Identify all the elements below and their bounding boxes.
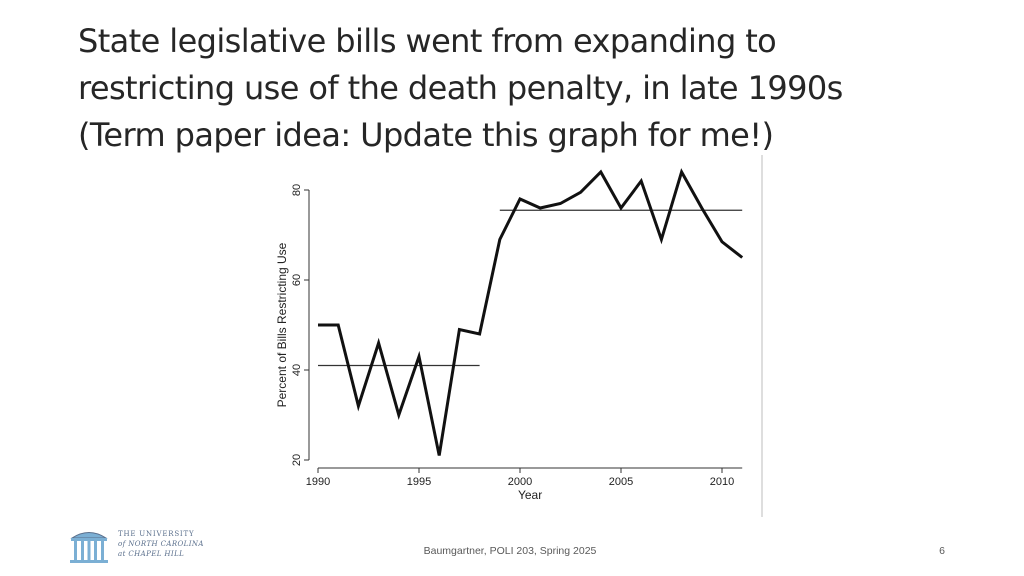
title-line-1: State legislative bills went from expand… xyxy=(78,22,777,60)
y-tick-label: 40 xyxy=(291,364,303,376)
logo-line-1: THE UNIVERSITY xyxy=(118,530,195,538)
y-tick-label: 20 xyxy=(291,454,303,466)
x-tick-label: 2010 xyxy=(710,476,734,488)
x-axis-title: Year xyxy=(518,488,542,502)
slide-title: State legislative bills went from expand… xyxy=(78,18,978,159)
logo-line-2: of NORTH CAROLINA xyxy=(118,540,204,548)
series-line xyxy=(318,168,744,456)
y-tick-label: 80 xyxy=(291,184,303,196)
y-tick-label: 60 xyxy=(291,274,303,286)
x-tick-label: 2000 xyxy=(508,476,532,488)
x-tick-label: 1995 xyxy=(407,476,431,488)
logo-line-3: at CHAPEL HILL xyxy=(118,550,185,558)
x-tick-label: 2005 xyxy=(609,476,633,488)
x-tick-label: 1990 xyxy=(306,476,330,488)
footer-citation: Baumgartner, POLI 203, Spring 2025 xyxy=(423,545,597,557)
title-line-3: (Term paper idea: Update this graph for … xyxy=(78,116,774,154)
y-axis-title: Percent of Bills Restricting Use xyxy=(275,242,289,407)
page-number: 6 xyxy=(939,545,945,557)
title-line-2: restricting use of the death penalty, in… xyxy=(78,69,843,107)
university-name: THE UNIVERSITY of NORTH CAROLINA at CHAP… xyxy=(118,529,204,559)
unc-old-well-logo xyxy=(70,532,108,563)
